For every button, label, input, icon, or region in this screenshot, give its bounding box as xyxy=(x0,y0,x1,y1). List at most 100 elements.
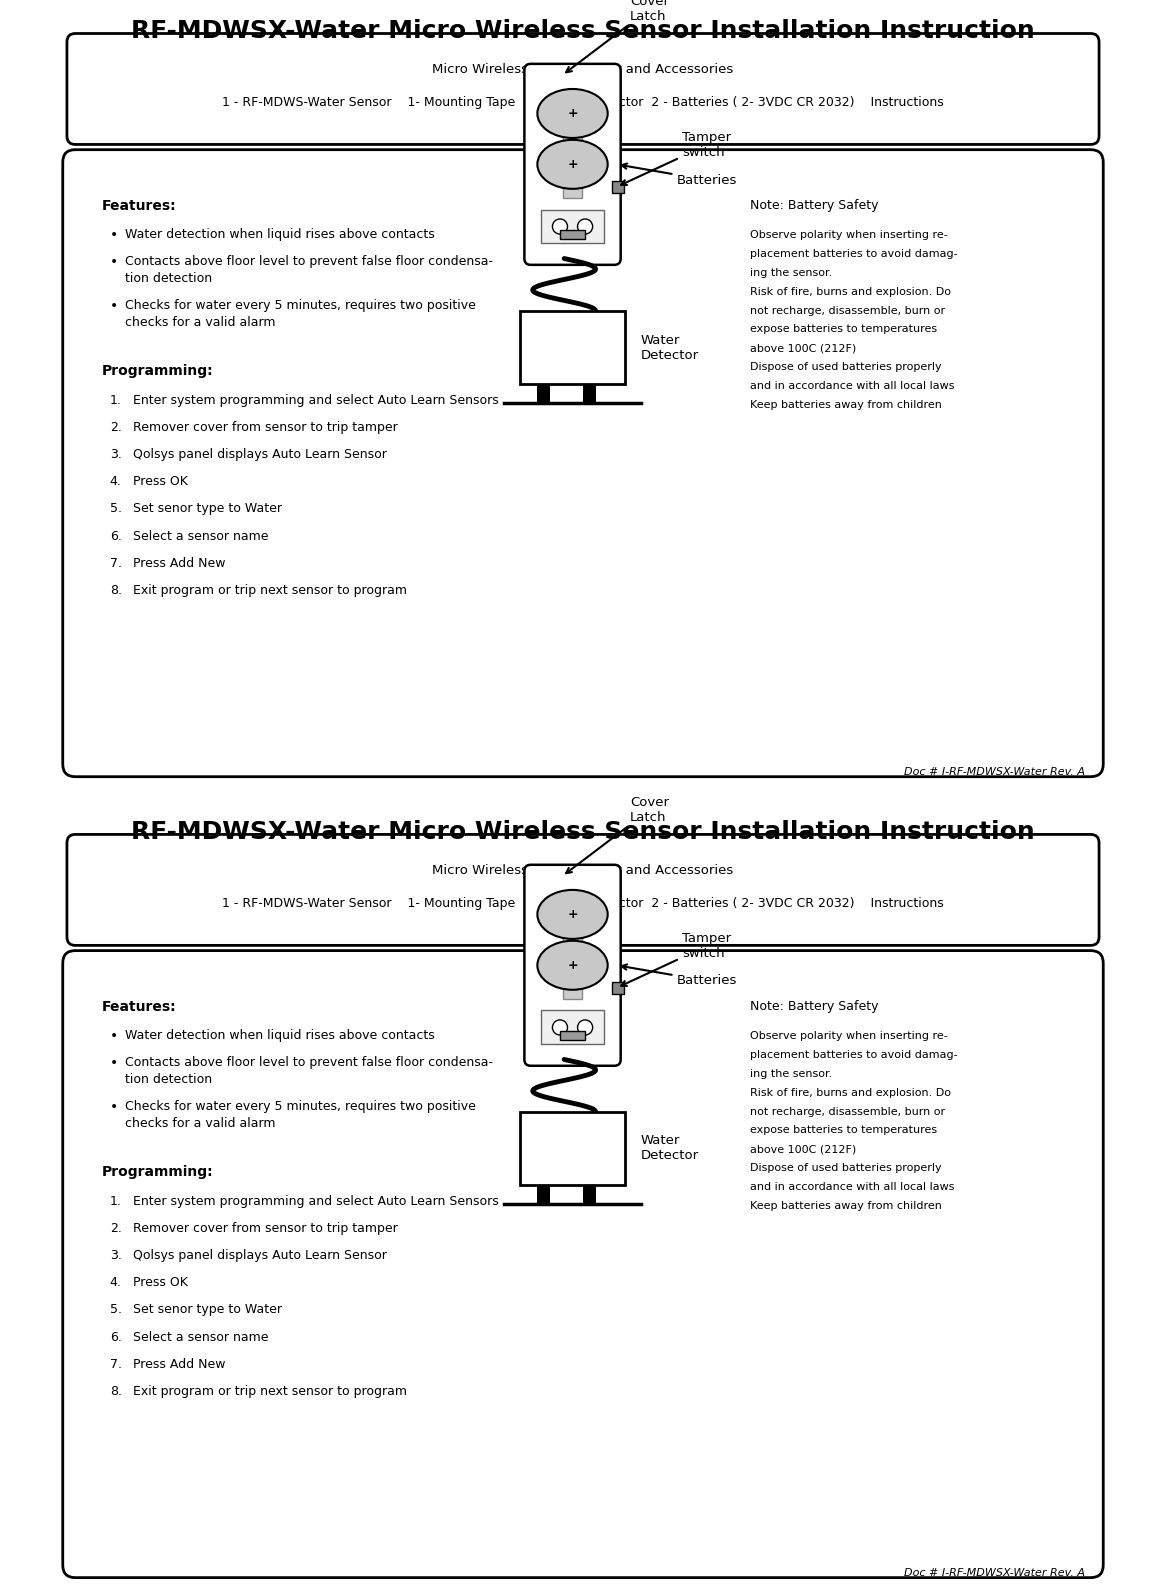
Text: Doc # I-RF-MDWSX-Water Rev. A: Doc # I-RF-MDWSX-Water Rev. A xyxy=(905,1567,1086,1578)
Text: tion detection: tion detection xyxy=(125,1074,212,1086)
Bar xyxy=(583,1185,596,1204)
Bar xyxy=(536,1185,549,1204)
Ellipse shape xyxy=(538,890,607,939)
Text: Qolsys panel displays Auto Learn Sensor: Qolsys panel displays Auto Learn Sensor xyxy=(133,447,387,462)
Text: placement batteries to avoid damag-: placement batteries to avoid damag- xyxy=(751,249,958,259)
FancyBboxPatch shape xyxy=(66,33,1100,144)
FancyBboxPatch shape xyxy=(63,149,1103,777)
Text: Water
Detector: Water Detector xyxy=(640,333,698,362)
Ellipse shape xyxy=(538,140,607,189)
Text: Micro Wireless Water Sensor and Accessories: Micro Wireless Water Sensor and Accessor… xyxy=(433,63,733,76)
Text: Press OK: Press OK xyxy=(133,476,188,488)
Text: Observe polarity when inserting re-: Observe polarity when inserting re- xyxy=(751,1031,948,1042)
Text: Enter system programming and select Auto Learn Sensors: Enter system programming and select Auto… xyxy=(133,393,499,406)
Text: and in accordance with all local laws: and in accordance with all local laws xyxy=(751,381,955,392)
Text: checks for a valid alarm: checks for a valid alarm xyxy=(125,316,275,330)
Bar xyxy=(536,384,549,403)
Text: 3.: 3. xyxy=(110,1248,121,1262)
Text: Select a sensor name: Select a sensor name xyxy=(133,1331,268,1343)
Bar xyxy=(560,230,585,239)
Text: Tamper
switch: Tamper switch xyxy=(621,132,731,186)
Bar xyxy=(520,1112,625,1185)
Text: Water detection when liquid rises above contacts: Water detection when liquid rises above … xyxy=(125,1029,434,1042)
Text: Remover cover from sensor to trip tamper: Remover cover from sensor to trip tamper xyxy=(133,1221,398,1235)
Text: Checks for water every 5 minutes, requires two positive: Checks for water every 5 minutes, requir… xyxy=(125,300,476,312)
Text: Keep batteries away from children: Keep batteries away from children xyxy=(751,1201,942,1210)
FancyBboxPatch shape xyxy=(541,209,604,244)
Text: •: • xyxy=(110,1029,118,1044)
Text: Programming:: Programming: xyxy=(101,1166,213,1180)
Text: 4.: 4. xyxy=(110,476,121,488)
Circle shape xyxy=(577,219,592,235)
Text: 1.: 1. xyxy=(110,393,121,406)
Text: Water
Detector: Water Detector xyxy=(640,1134,698,1163)
Text: Dispose of used batteries properly: Dispose of used batteries properly xyxy=(751,362,942,373)
FancyBboxPatch shape xyxy=(63,950,1103,1578)
Text: Press OK: Press OK xyxy=(133,1277,188,1289)
Text: Keep batteries away from children: Keep batteries away from children xyxy=(751,400,942,409)
Text: •: • xyxy=(110,228,118,243)
Bar xyxy=(583,384,596,403)
Text: RF-MDWSX-Water Micro Wireless Sensor Installation Instruction: RF-MDWSX-Water Micro Wireless Sensor Ins… xyxy=(131,19,1035,43)
Text: Exit program or trip next sensor to program: Exit program or trip next sensor to prog… xyxy=(133,584,407,596)
Text: Batteries: Batteries xyxy=(621,964,738,988)
Text: 1 - RF-MDWS-Water Sensor    1- Mounting Tape   1 - Water Detector  2 - Batteries: 1 - RF-MDWS-Water Sensor 1- Mounting Tap… xyxy=(223,898,943,910)
Text: Contacts above floor level to prevent false floor condensa-: Contacts above floor level to prevent fa… xyxy=(125,1056,492,1069)
Text: Programming:: Programming: xyxy=(101,365,213,379)
Text: not recharge, disassemble, burn or: not recharge, disassemble, burn or xyxy=(751,306,946,316)
Text: 2.: 2. xyxy=(110,1221,121,1235)
Text: placement batteries to avoid damag-: placement batteries to avoid damag- xyxy=(751,1050,958,1059)
Text: Select a sensor name: Select a sensor name xyxy=(133,530,268,542)
Text: Note: Battery Safety: Note: Battery Safety xyxy=(751,198,879,213)
Text: 1 - RF-MDWS-Water Sensor    1- Mounting Tape   1 - Water Detector  2 - Batteries: 1 - RF-MDWS-Water Sensor 1- Mounting Tap… xyxy=(223,97,943,109)
Circle shape xyxy=(553,1020,568,1036)
Text: Note: Battery Safety: Note: Battery Safety xyxy=(751,999,879,1013)
Ellipse shape xyxy=(538,940,607,990)
Text: Features:: Features: xyxy=(101,198,176,213)
Text: Water detection when liquid rises above contacts: Water detection when liquid rises above … xyxy=(125,228,434,241)
Text: expose batteries to temperatures: expose batteries to temperatures xyxy=(751,1126,937,1136)
Text: Batteries: Batteries xyxy=(621,163,738,187)
Text: Cover
Latch: Cover Latch xyxy=(567,0,669,73)
Text: ing the sensor.: ing the sensor. xyxy=(751,1069,833,1078)
Text: Checks for water every 5 minutes, requires two positive: Checks for water every 5 minutes, requir… xyxy=(125,1101,476,1113)
Circle shape xyxy=(577,1020,592,1036)
FancyBboxPatch shape xyxy=(525,63,620,265)
Text: expose batteries to temperatures: expose batteries to temperatures xyxy=(751,325,937,335)
Text: +: + xyxy=(567,159,578,171)
Text: tion detection: tion detection xyxy=(125,273,212,285)
Text: 5.: 5. xyxy=(110,1304,122,1316)
Text: RF-MDWSX-Water Micro Wireless Sensor Installation Instruction: RF-MDWSX-Water Micro Wireless Sensor Ins… xyxy=(131,820,1035,844)
Text: Set senor type to Water: Set senor type to Water xyxy=(133,503,282,515)
Text: Dispose of used batteries properly: Dispose of used batteries properly xyxy=(751,1163,942,1174)
Text: 5.: 5. xyxy=(110,503,122,515)
FancyBboxPatch shape xyxy=(66,834,1100,945)
Text: •: • xyxy=(110,1056,118,1071)
Text: 1.: 1. xyxy=(110,1194,121,1207)
Text: 6.: 6. xyxy=(110,530,121,542)
Text: Enter system programming and select Auto Learn Sensors: Enter system programming and select Auto… xyxy=(133,1194,499,1207)
Text: •: • xyxy=(110,1101,118,1115)
Bar xyxy=(563,901,582,999)
Text: 3.: 3. xyxy=(110,447,121,462)
Text: 7.: 7. xyxy=(110,1358,122,1370)
Bar xyxy=(520,311,625,384)
Text: Press Add New: Press Add New xyxy=(133,557,225,569)
Text: and in accordance with all local laws: and in accordance with all local laws xyxy=(751,1182,955,1193)
Text: above 100C (212F): above 100C (212F) xyxy=(751,1144,857,1155)
Text: Observe polarity when inserting re-: Observe polarity when inserting re- xyxy=(751,230,948,241)
Text: 6.: 6. xyxy=(110,1331,121,1343)
Text: 7.: 7. xyxy=(110,557,122,569)
Text: not recharge, disassemble, burn or: not recharge, disassemble, burn or xyxy=(751,1107,946,1117)
Bar xyxy=(612,982,624,994)
Text: •: • xyxy=(110,255,118,270)
Bar xyxy=(563,100,582,198)
Text: Doc # I-RF-MDWSX-Water Rev. A: Doc # I-RF-MDWSX-Water Rev. A xyxy=(905,766,1086,777)
Text: Risk of fire, burns and explosion. Do: Risk of fire, burns and explosion. Do xyxy=(751,287,951,297)
Text: above 100C (212F): above 100C (212F) xyxy=(751,343,857,354)
Text: +: + xyxy=(567,106,578,121)
Text: Remover cover from sensor to trip tamper: Remover cover from sensor to trip tamper xyxy=(133,420,398,435)
Text: 4.: 4. xyxy=(110,1277,121,1289)
Text: checks for a valid alarm: checks for a valid alarm xyxy=(125,1117,275,1131)
Text: Risk of fire, burns and explosion. Do: Risk of fire, burns and explosion. Do xyxy=(751,1088,951,1098)
